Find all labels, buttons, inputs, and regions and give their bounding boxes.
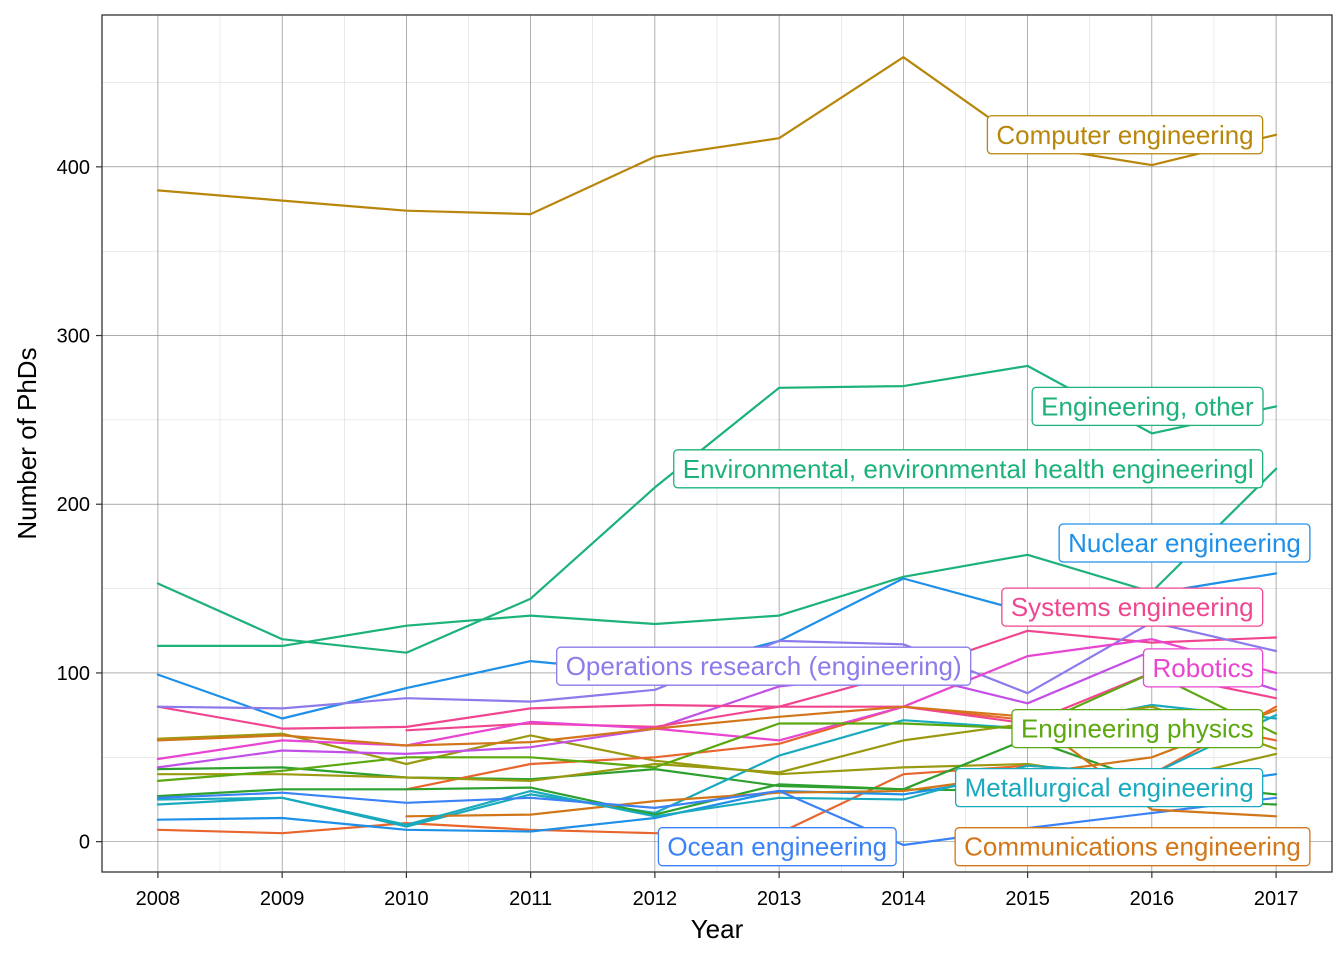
series-label-box — [1058, 523, 1311, 563]
series-label-box — [673, 449, 1264, 489]
series-label: Metallurgical engineering — [954, 767, 1264, 808]
series-line — [156, 649, 1278, 769]
series-line — [405, 708, 1278, 818]
series-line — [156, 671, 1278, 782]
plot-panel-border — [101, 14, 1333, 873]
series-line — [156, 737, 1278, 796]
x-tick-label: 2014 — [881, 888, 926, 910]
series-labels: Computer engineering Engineering, other En… — [556, 115, 1311, 867]
series-label: Systems engineering — [1001, 587, 1264, 627]
series-label-box — [1031, 386, 1264, 427]
series-line — [156, 629, 1278, 730]
y-tick-label: 200 — [57, 494, 90, 516]
series-label-text: Engineering physics — [1021, 714, 1254, 744]
series-label-box — [1011, 708, 1264, 749]
x-tick-label: 2017 — [1254, 888, 1299, 910]
x-tick-label: 2010 — [384, 888, 429, 910]
x-tick-label: 2008 — [136, 888, 181, 910]
x-tick-label: 2009 — [260, 888, 305, 910]
series-label-text: Environmental, environmental health engi… — [683, 454, 1254, 484]
series-label-box — [954, 767, 1264, 808]
series-label: Nuclear engineering — [1058, 523, 1311, 563]
y-axis-title: Number of PhDs — [12, 347, 42, 539]
series-label-text: Operations research (engineering) — [566, 651, 962, 681]
series-label: Computer engineering — [986, 115, 1264, 155]
y-tick-label: 0 — [79, 832, 90, 854]
x-axis: 2008 2009 2010 2011 2012 2013 2014 2015 2016 2017 — [136, 872, 1299, 910]
series-label-box — [556, 646, 972, 686]
y-tick-label: 300 — [57, 326, 90, 348]
series-label-text: Robotics — [1153, 653, 1254, 683]
series-label: Communications engineering — [954, 827, 1311, 867]
x-axis-title: Year — [691, 914, 744, 944]
series-label: Environmental, environmental health engi… — [673, 449, 1264, 489]
series-label-text: Engineering, other — [1041, 391, 1254, 421]
x-tick-label: 2015 — [1005, 888, 1050, 910]
y-tick-label: 100 — [57, 663, 90, 685]
y-axis: 0 100 200 300 400 — [57, 157, 102, 854]
series-line — [156, 467, 1278, 647]
series-label-box — [986, 115, 1264, 155]
x-tick-label: 2011 — [509, 888, 552, 910]
series-label-text: Metallurgical engineering — [965, 773, 1254, 803]
series-label-box — [1001, 587, 1264, 627]
x-tick-label: 2016 — [1130, 888, 1175, 910]
x-tick-label: 2013 — [757, 888, 802, 910]
series-label: Operations research (engineering) — [556, 646, 972, 686]
x-tick-label: 2012 — [633, 888, 678, 910]
series-label: Engineering, other — [1031, 386, 1264, 427]
series-label-box — [954, 827, 1311, 867]
series-label-text: Ocean engineering — [667, 832, 887, 862]
series-label-text: Nuclear engineering — [1068, 528, 1301, 558]
series-line — [156, 789, 1278, 847]
y-tick-label: 400 — [57, 157, 90, 179]
series-label-text: Communications engineering — [964, 832, 1301, 862]
series-label: Engineering physics — [1011, 708, 1264, 749]
series-line — [156, 638, 1278, 761]
series-label: Robotics — [1142, 648, 1264, 688]
series-label-text: Computer engineering — [996, 120, 1253, 150]
series-label-text: Systems engineering — [1011, 592, 1254, 622]
series-label-box — [1142, 648, 1264, 688]
series-label: Ocean engineering — [657, 827, 897, 867]
series-line — [156, 705, 1278, 818]
series-label-box — [657, 827, 897, 867]
series-line — [156, 56, 1278, 216]
